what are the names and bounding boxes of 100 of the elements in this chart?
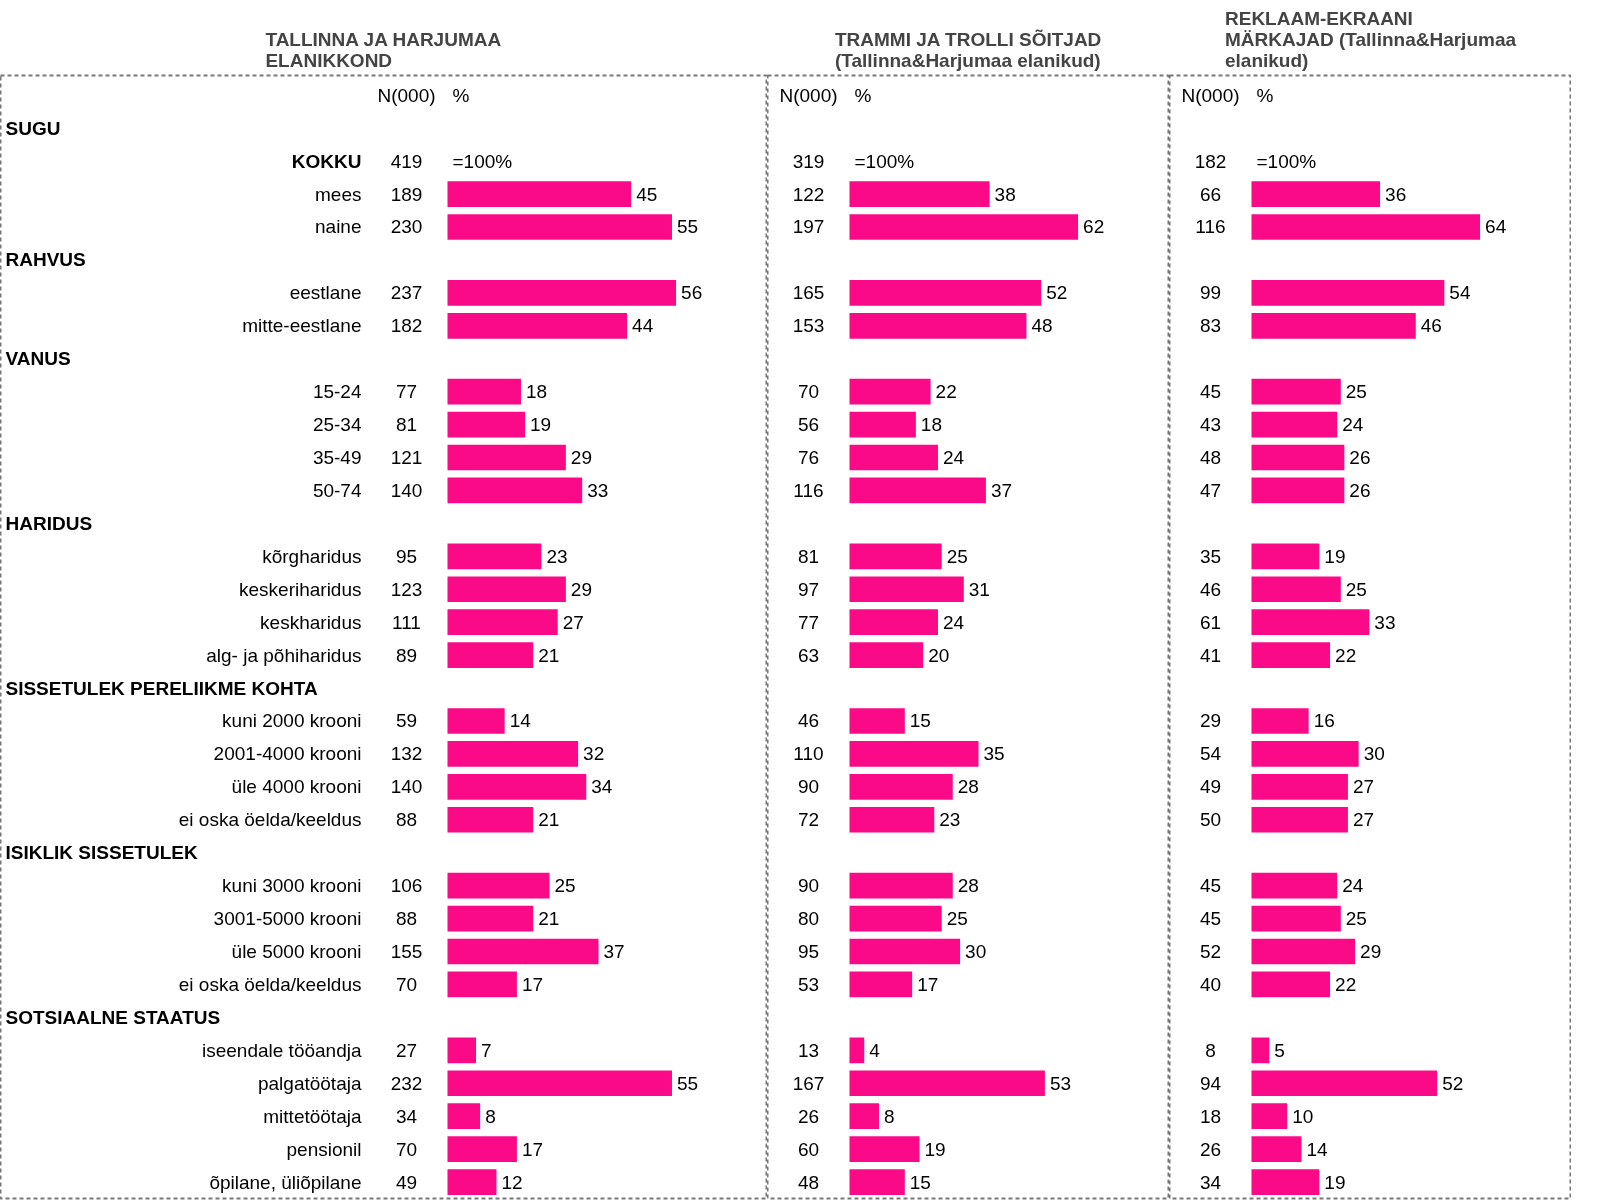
data-label: 55 <box>676 1072 699 1094</box>
data-label: 22 <box>935 381 957 403</box>
data-label: 25 <box>1345 908 1367 930</box>
text: 111 <box>392 611 421 633</box>
chart-title: REKLAAM-EKRAANI MÄRKAJAD (Tallinna&Harjumaa elanikud) <box>1224 7 1517 71</box>
y-tick-label: keskeriharidus <box>239 578 362 600</box>
data-label: 31 <box>968 578 990 600</box>
bar <box>849 1169 905 1195</box>
text: 99 <box>1199 282 1222 304</box>
data-label: 27 <box>1352 809 1375 831</box>
data-label: 12 <box>501 1171 523 1193</box>
bar <box>1251 806 1348 833</box>
text: 88 <box>395 908 418 930</box>
bar <box>447 1103 481 1130</box>
text: 89 <box>395 644 418 666</box>
text: 26 <box>1199 1138 1222 1160</box>
bar <box>1251 280 1445 306</box>
data-label: 29 <box>1360 941 1382 963</box>
bar <box>849 378 931 405</box>
bar <box>1251 411 1338 438</box>
data-label: 17 <box>521 973 544 995</box>
data-label: 15 <box>909 1171 931 1193</box>
y-tick-label: üle 5000 krooni <box>231 941 362 963</box>
bar <box>1251 576 1341 603</box>
data-label: 29 <box>570 578 593 600</box>
data-label: 36 <box>1385 183 1407 205</box>
bar <box>447 576 566 603</box>
data-label: 45 <box>636 183 658 205</box>
bar <box>1251 312 1416 339</box>
bar <box>1251 642 1331 668</box>
data-label: 24 <box>1342 414 1364 436</box>
data-label: 4 <box>869 1039 881 1061</box>
bar <box>849 609 938 636</box>
bar <box>1251 708 1309 734</box>
y-tick-label: kuni 3000 krooni <box>222 875 362 897</box>
bar <box>1251 1070 1438 1097</box>
data-label: 26 <box>1349 447 1371 469</box>
text: 46 <box>797 710 820 732</box>
bar <box>447 938 599 965</box>
text: 26 <box>797 1105 820 1127</box>
data-label: 46 <box>1420 315 1442 337</box>
y-tick-label: 50-74 <box>312 479 362 501</box>
text: 95 <box>395 545 418 567</box>
text: 45 <box>1199 908 1222 930</box>
bar <box>849 477 986 504</box>
bar <box>849 905 942 932</box>
bar <box>1251 477 1345 504</box>
text: 70 <box>395 973 418 995</box>
bar <box>849 280 1042 306</box>
text: 155 <box>390 941 423 963</box>
data-label: 16 <box>1313 710 1335 732</box>
text: 72 <box>797 809 820 831</box>
data-label: 53 <box>1049 1072 1072 1094</box>
bar <box>849 576 964 603</box>
text: 77 <box>797 611 820 633</box>
y-tick-label: 3001-5000 krooni <box>213 908 362 930</box>
bar <box>849 806 935 833</box>
bar <box>447 181 632 207</box>
text: 45 <box>1199 875 1222 897</box>
bar <box>447 905 534 932</box>
text: 70 <box>395 1138 418 1160</box>
text: 45 <box>1199 381 1222 403</box>
text: 94 <box>1199 1072 1222 1094</box>
y-tick-label: mittetöötaja <box>263 1105 362 1127</box>
bar <box>447 1037 477 1064</box>
data-label: 27 <box>562 611 584 633</box>
text: 61 <box>1199 611 1222 633</box>
data-label: 21 <box>538 908 560 930</box>
text: 59 <box>395 710 418 732</box>
data-label: 7 <box>481 1039 492 1061</box>
data-label: 22 <box>1335 644 1357 666</box>
text: 140 <box>390 776 423 798</box>
bar <box>849 774 953 800</box>
text: 54 <box>1199 743 1222 765</box>
text: 121 <box>390 447 423 469</box>
text: N(000) <box>377 84 436 106</box>
data-label: 26 <box>1349 479 1371 501</box>
data-label: 56 <box>681 282 703 304</box>
text: 88 <box>395 809 418 831</box>
y-tick-label: ei oska öelda/keeldus <box>178 973 362 995</box>
text: 110 <box>793 743 824 765</box>
data-label: 14 <box>1306 1138 1329 1160</box>
text: 230 <box>390 216 423 238</box>
text: 197 <box>792 216 825 238</box>
data-label: 21 <box>538 644 560 666</box>
data-label: 22 <box>1335 973 1357 995</box>
text: 35 <box>1199 545 1222 567</box>
text: 80 <box>797 908 820 930</box>
y-tick-label: kõrgharidus <box>262 545 362 567</box>
data-label: 30 <box>965 941 987 963</box>
text: =100% <box>1256 150 1317 172</box>
data-label: 19 <box>1324 1171 1346 1193</box>
text: N(000) <box>1181 84 1240 106</box>
text: SUGU <box>5 117 61 139</box>
bar <box>447 609 558 636</box>
bar <box>849 1103 879 1130</box>
text: % <box>854 84 872 106</box>
bar <box>447 477 583 504</box>
data-label: 19 <box>1324 545 1346 567</box>
text: 116 <box>793 479 824 501</box>
